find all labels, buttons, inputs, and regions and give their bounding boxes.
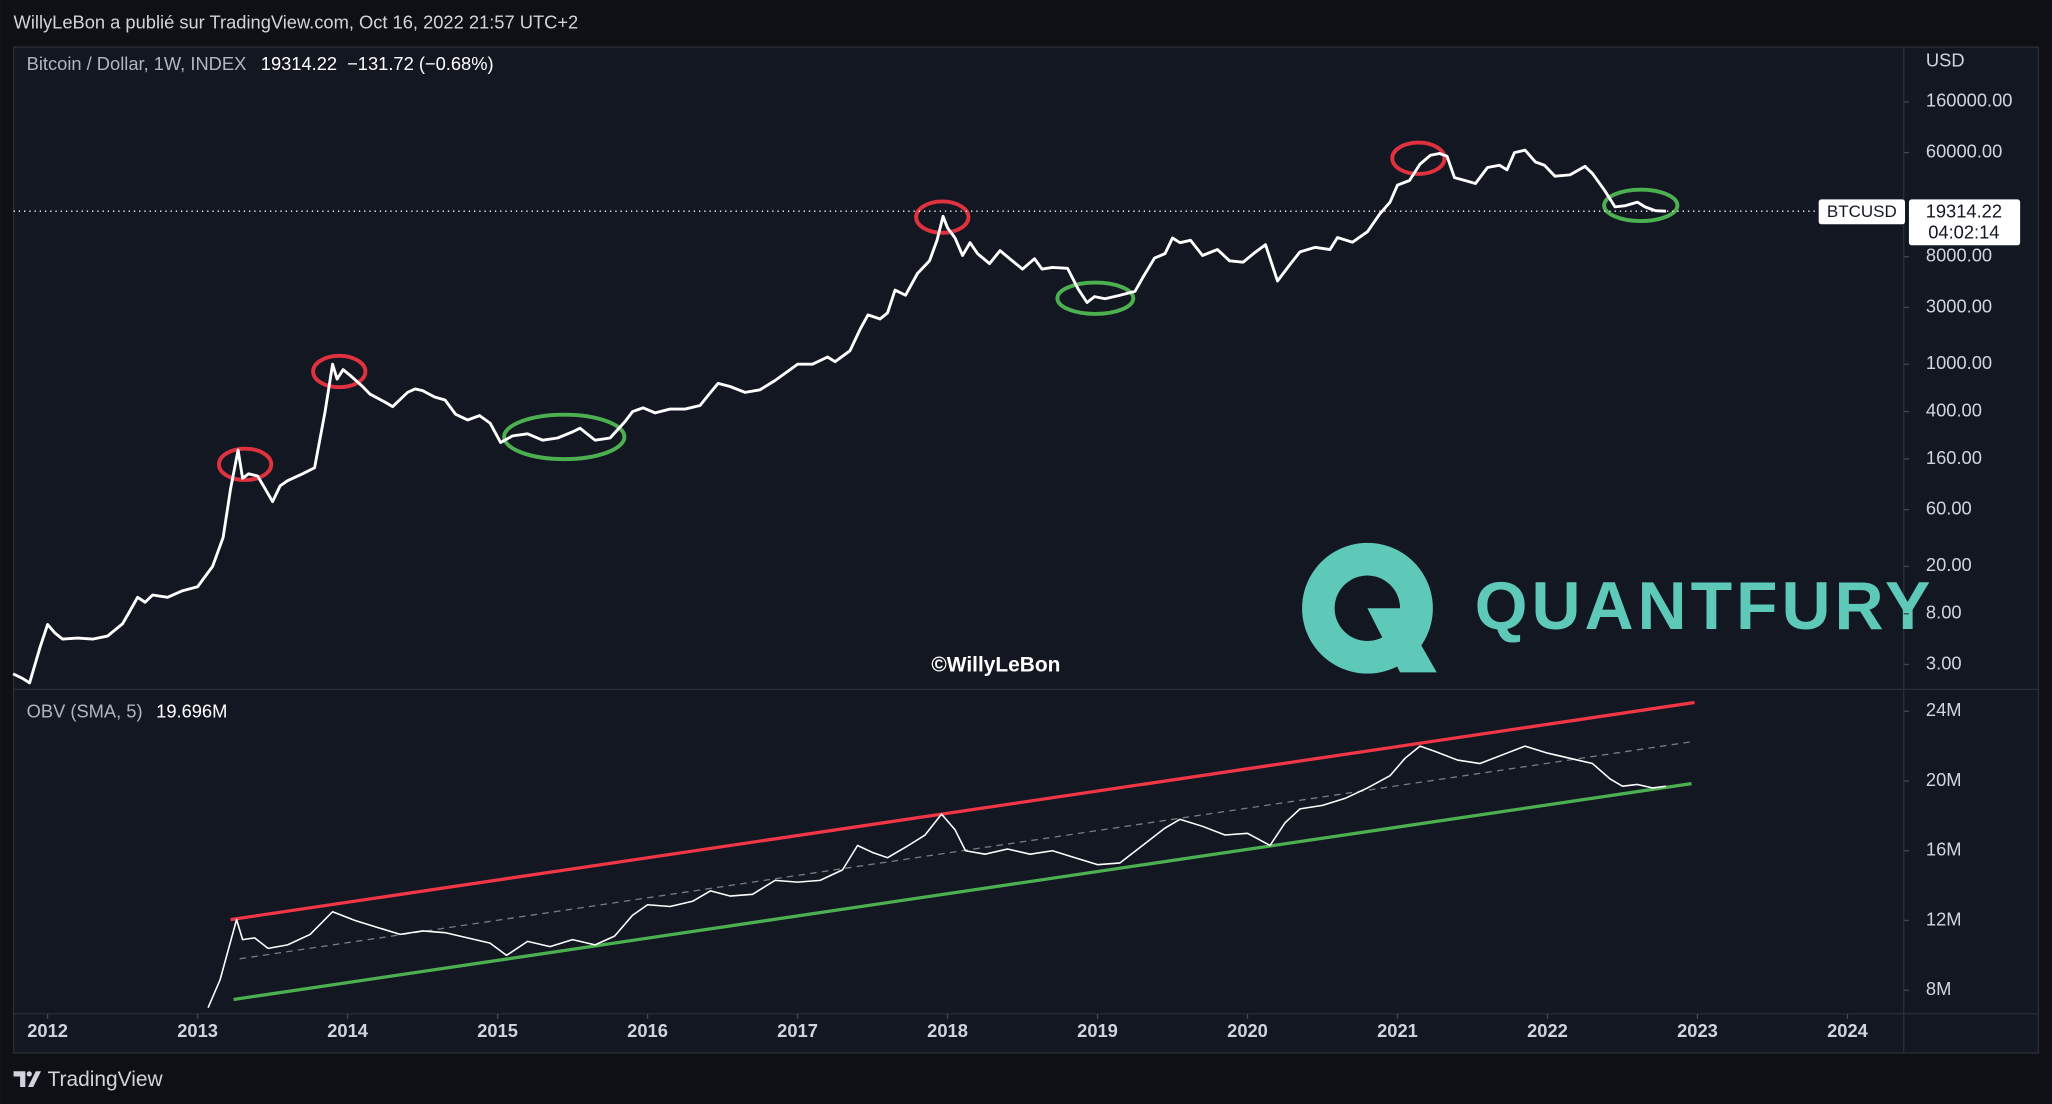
x-tick-label: 2017 (777, 1020, 818, 1041)
x-tick-label: 2016 (627, 1020, 668, 1041)
y-tick-label: 1000.00 (1926, 352, 1992, 373)
symbol-box (1818, 199, 1906, 225)
price-line (207, 745, 1667, 1008)
top-marker (311, 353, 368, 390)
brand-name: TradingView (48, 1068, 164, 1091)
y-tick-label: 60.00 (1926, 497, 1972, 518)
watermark: ©WillyLeBon (931, 653, 1060, 676)
chart-panel (12, 46, 2040, 1054)
price-line (12, 148, 1667, 685)
top-marker (216, 446, 274, 483)
y-tick-label: 60000.00 (1926, 140, 2002, 161)
brand-logo: TradingView (13, 1068, 164, 1091)
indicator-title: OBV (SMA, 5) (27, 701, 143, 722)
y-tick-label: 16M (1926, 839, 1962, 860)
y-tick-label: 160.00 (1926, 447, 1982, 468)
x-tick-label: 2024 (1827, 1020, 1869, 1041)
top-marker (914, 199, 971, 235)
countdown-label: 04:02:14 (1928, 221, 1999, 242)
bottom-marker (502, 412, 627, 462)
y-tick-label: 3000.00 (1926, 295, 1992, 316)
legend-price: 19314.22 (261, 53, 337, 74)
annotations (216, 140, 1680, 483)
brand-icon (13, 1071, 42, 1087)
y-tick-label: 3.00 (1926, 652, 1962, 673)
symbol-title: Bitcoin / Dollar, 1W, INDEX (27, 53, 247, 74)
symbol-label: BTCUSD (1827, 202, 1897, 221)
price-label: 19314.22 (1926, 200, 2002, 221)
quantfury-logo: QUANTFURY (1302, 542, 1935, 674)
publish-header: WillyLeBon a publié sur TradingView.com,… (14, 11, 579, 32)
brand-icon-dot (26, 1071, 32, 1077)
x-tick-label: 2012 (27, 1020, 68, 1041)
y-tick-label: 160000.00 (1926, 90, 2013, 111)
y-tick-label: 24M (1926, 699, 1962, 720)
logo-text: QUANTFURY (1475, 568, 1935, 644)
x-tick-label: 2014 (327, 1020, 369, 1041)
x-tick-label: 2023 (1677, 1020, 1718, 1041)
top-marker (1390, 140, 1447, 176)
x-tick-label: 2013 (177, 1020, 218, 1041)
y-tick-label: 400.00 (1926, 399, 1982, 420)
y-tick-label: 8000.00 (1926, 245, 1992, 266)
x-tick-label: 2020 (1227, 1020, 1268, 1041)
price-box (1908, 199, 2021, 246)
y-tick-label: 8.00 (1926, 602, 1962, 623)
y-tick-label: 12M (1926, 908, 1962, 929)
x-tick-label: 2015 (477, 1020, 518, 1041)
bottom-marker (1055, 280, 1136, 316)
trend-line (230, 700, 1695, 922)
indicator-value: 19.696M (156, 701, 227, 722)
x-tick-label: 2021 (1377, 1020, 1418, 1041)
bottom-marker (1602, 187, 1680, 224)
y-tick-label: 20.00 (1926, 554, 1972, 575)
logo-tail (1367, 608, 1437, 673)
trend-line (233, 781, 1692, 1002)
y-tick-label: 20M (1926, 769, 1962, 790)
x-tick-label: 2019 (1077, 1020, 1118, 1041)
currency-label: USD (1926, 49, 1965, 70)
legend-change: −131.72 (−0.68%) (347, 53, 493, 74)
x-tick-label: 2022 (1527, 1020, 1568, 1041)
x-tick-label: 2018 (927, 1020, 968, 1041)
y-tick-label: 8M (1926, 978, 1951, 999)
